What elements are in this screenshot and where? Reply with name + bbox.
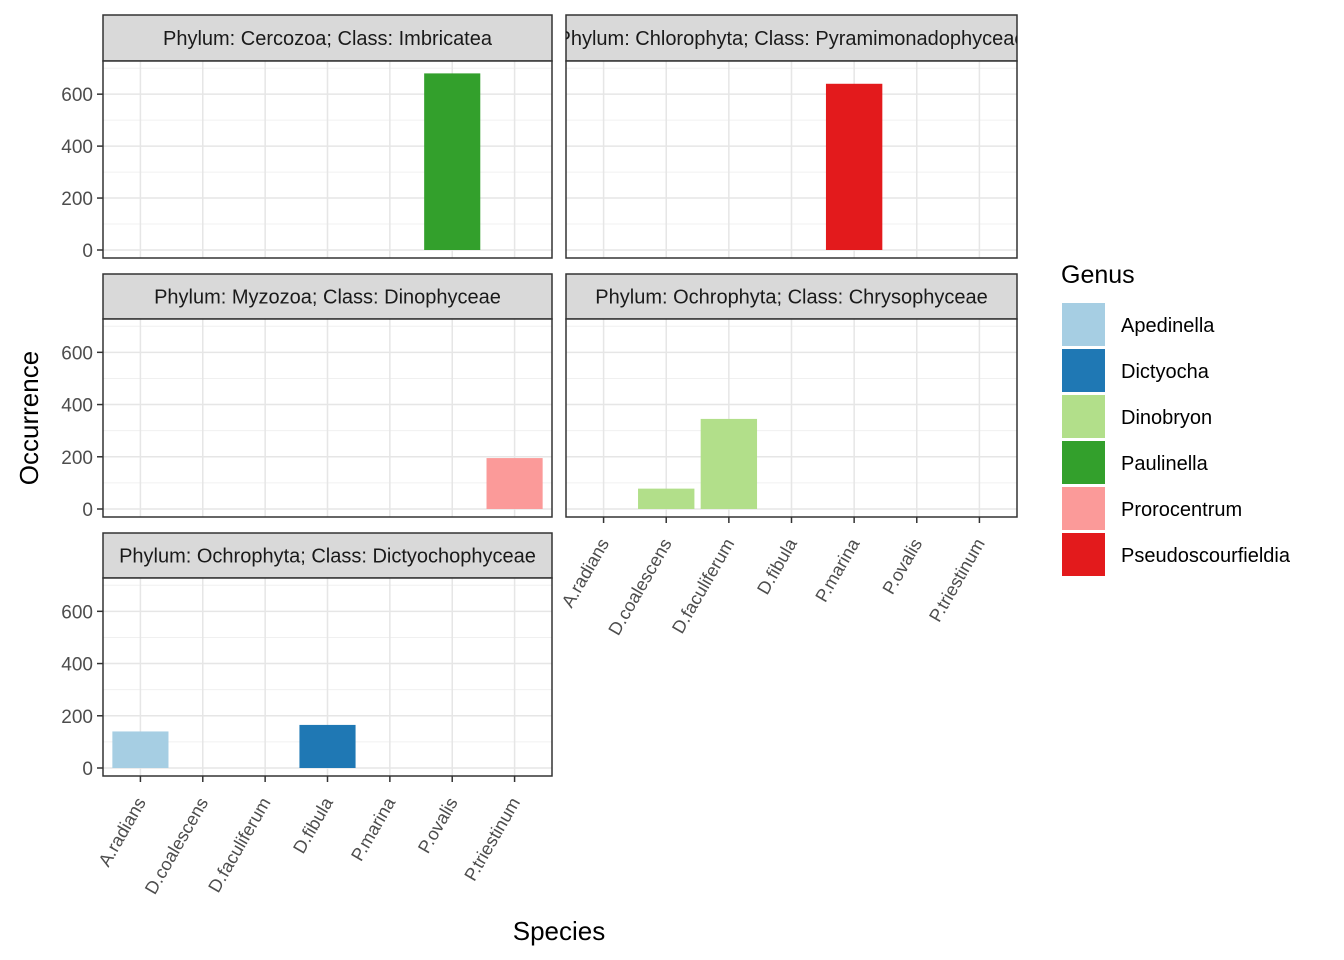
legend-swatch — [1062, 533, 1105, 576]
x-tick-label: D.faculiferum — [204, 794, 274, 896]
bar-dictyocha — [299, 724, 356, 768]
legend-label: Apedinella — [1121, 315, 1215, 337]
legend-swatch — [1062, 487, 1105, 530]
panel-border — [565, 60, 1018, 259]
facet-strip — [102, 273, 553, 320]
x-tick-label: P.ovalis — [879, 535, 927, 598]
y-tick-label: 0 — [82, 241, 93, 262]
legend-label: Paulinella — [1121, 453, 1209, 475]
facet-panel: Phylum: Ochrophyta; Class: Chrysophyceae… — [558, 273, 1018, 639]
facet-strip-label: Phylum: Ochrophyta; Class: Dictyochophyc… — [119, 546, 536, 568]
x-tick-label: D.fibula — [289, 793, 337, 857]
facet-strip — [565, 273, 1018, 320]
x-tick-label: P.triestinum — [460, 794, 524, 884]
legend-swatch — [1062, 395, 1105, 438]
legend-label: Prorocentrum — [1121, 499, 1242, 521]
x-tick-label: D.coalescens — [604, 535, 675, 639]
facet-strip-label: Phylum: Cercozoa; Class: Imbricatea — [163, 28, 493, 50]
y-tick-label: 400 — [61, 396, 93, 417]
bar-paulinella — [424, 73, 481, 250]
x-tick-label: P.ovalis — [414, 794, 462, 857]
x-tick-label: D.coalescens — [141, 794, 212, 898]
bar-apedinella — [112, 731, 169, 768]
legend-swatch — [1062, 349, 1105, 392]
x-tick-label: D.faculiferum — [668, 535, 738, 637]
legend-swatch — [1062, 303, 1105, 346]
bar-dinobryon — [638, 488, 695, 509]
legend: Genus Apedinella Dictyocha Dinobryon Pauline… — [1061, 261, 1291, 576]
x-tick-label: D.fibula — [753, 534, 801, 598]
y-tick-label: 600 — [61, 343, 93, 364]
y-tick-label: 600 — [61, 85, 93, 106]
legend-label: Dinobryon — [1121, 407, 1212, 429]
legend-swatch — [1062, 441, 1105, 484]
x-tick-label: A.radians — [95, 794, 150, 870]
legend-label: Pseudoscourfieldia — [1121, 545, 1291, 567]
facet-strip — [102, 532, 553, 579]
bar-prorocentrum — [486, 458, 543, 509]
x-tick-label: P.marina — [811, 534, 864, 605]
panel-border — [102, 60, 553, 259]
panel-border — [102, 318, 553, 518]
y-tick-label: 200 — [61, 707, 93, 728]
x-tick-label: A.radians — [558, 535, 613, 611]
y-tick-label: 200 — [61, 448, 93, 469]
x-tick-label: P.triestinum — [925, 535, 989, 625]
facet-strip — [102, 14, 553, 62]
facet-strip-label: Phylum: Myzozoa; Class: Dinophyceae — [154, 287, 501, 309]
facet-panel: Phylum: Cercozoa; Class: Imbricatea 0 200 4… — [61, 14, 553, 262]
facet-panel: Phylum: Chlorophyta; Class: Pyramimonado… — [558, 14, 1026, 259]
legend-label: Dictyocha — [1121, 361, 1210, 383]
y-tick-label: 400 — [61, 137, 93, 158]
bar-pseudoscourfieldia — [825, 83, 883, 251]
x-tick-label: P.marina — [347, 793, 400, 864]
facet-panel: Phylum: Myzozoa; Class: Dinophyceae 0 200 4… — [61, 273, 553, 521]
bar-dinobryon — [700, 418, 758, 509]
y-tick-label: 0 — [82, 759, 93, 780]
y-tick-label: 400 — [61, 655, 93, 676]
legend-title: Genus — [1061, 261, 1135, 289]
facet-strip-label: Phylum: Chlorophyta; Class: Pyramimonado… — [558, 28, 1026, 50]
y-axis-title: Occurrence — [14, 351, 44, 485]
y-tick-label: 200 — [61, 189, 93, 210]
y-tick-label: 0 — [82, 500, 93, 521]
y-tick-label: 600 — [61, 602, 93, 623]
facet-strip — [565, 14, 1018, 62]
x-axis-title: Species — [513, 916, 606, 946]
facet-panel: Phylum: Ochrophyta; Class: Dictyochophyc… — [61, 532, 553, 898]
facet-strip-label: Phylum: Ochrophyta; Class: Chrysophyceae — [595, 287, 987, 309]
